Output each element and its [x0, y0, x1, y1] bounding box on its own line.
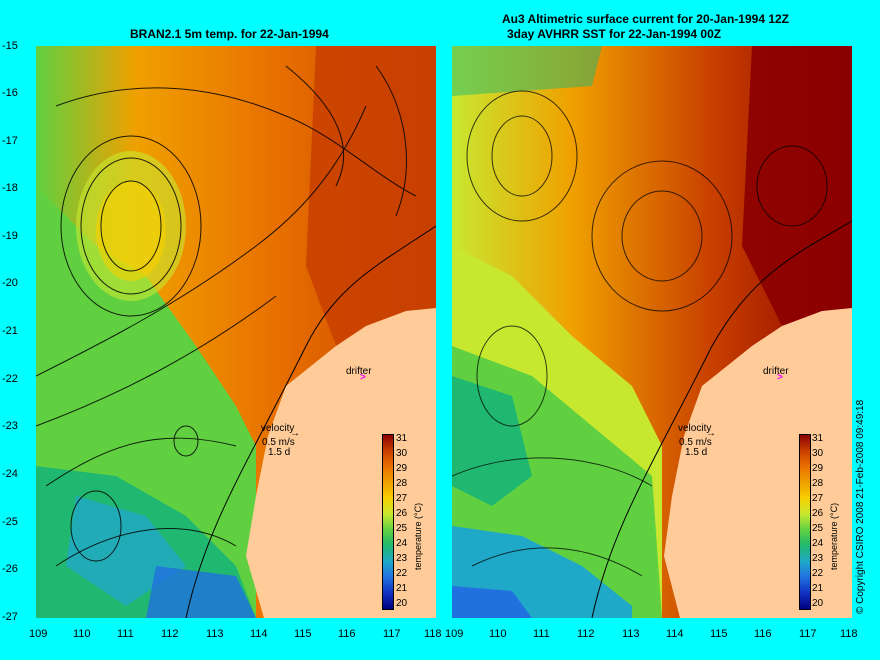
current-vectors: [36, 65, 417, 567]
x-tick: 114: [666, 628, 684, 640]
velocity-arrow: →: [706, 428, 716, 439]
right-map-panel: [452, 46, 852, 618]
colorbar-tick: 24: [812, 538, 824, 549]
x-tick: 115: [294, 628, 312, 640]
x-tick: 110: [73, 628, 91, 640]
y-tick: -21: [2, 325, 18, 337]
colorbar-tick: 28: [396, 478, 408, 489]
colorbar-tick: 24: [396, 538, 408, 549]
velocity-scale: 0.5 m/s: [679, 437, 712, 448]
y-tick: -26: [2, 563, 18, 575]
velocity-arrow: →: [290, 428, 300, 439]
current-vectors: [452, 90, 828, 577]
y-tick: -15: [2, 40, 18, 52]
colorbar-tick: 27: [812, 493, 824, 504]
velocity-duration: 1.5 d: [268, 447, 291, 458]
y-tick: -17: [2, 135, 18, 147]
x-tick: 112: [577, 628, 595, 640]
right-panel-title-line1: Au3 Altimetric surface current for 20-Ja…: [502, 12, 789, 26]
velocity-scale: 0.5 m/s: [262, 437, 295, 448]
left-panel-title: BRAN2.1 5m temp. for 22-Jan-1994: [130, 27, 329, 41]
x-tick: 111: [533, 628, 550, 640]
velocity-duration: 1.5 d: [685, 447, 708, 458]
y-tick: -19: [2, 230, 18, 242]
copyright-notice: © Copyright CSIRO 2008 21-Feb-2008 09:49…: [855, 399, 866, 614]
y-tick: -23: [2, 420, 18, 432]
drifter-marker: >: [777, 372, 783, 383]
x-tick: 115: [710, 628, 728, 640]
x-tick: 114: [250, 628, 268, 640]
x-tick: 109: [445, 628, 464, 640]
velocity-label: velocity: [678, 423, 712, 434]
y-tick: -16: [2, 87, 18, 99]
velocity-label: velocity: [261, 423, 295, 434]
depth-contour: [185, 225, 436, 618]
left-map-panel: [36, 46, 436, 618]
x-tick: 110: [489, 628, 507, 640]
colorbar-tick: 30: [396, 448, 408, 459]
right-colorbar: [799, 434, 811, 610]
drifter-label: drifter: [763, 366, 789, 377]
right-panel-title-line2: 3day AVHRR SST for 22-Jan-1994 00Z: [507, 27, 722, 41]
colorbar-title: temperature (°C): [413, 502, 423, 570]
left-colorbar: [382, 434, 394, 610]
colorbar-tick: 20: [396, 598, 408, 609]
y-tick: -20: [2, 277, 18, 289]
colorbar-tick: 26: [812, 508, 824, 519]
colorbar-tick: 22: [396, 568, 408, 579]
x-tick: 111: [117, 628, 134, 640]
colorbar-tick: 22: [812, 568, 824, 579]
colorbar-tick: 30: [812, 448, 824, 459]
colorbar-tick: 21: [812, 583, 824, 594]
x-tick: 116: [338, 628, 356, 640]
colorbar-tick: 20: [812, 598, 824, 609]
y-tick: -25: [2, 516, 18, 528]
colorbar-tick: 25: [396, 523, 408, 534]
right-sst-map: [452, 46, 852, 618]
x-tick: 118: [840, 628, 858, 640]
colorbar-tick: 25: [812, 523, 824, 534]
drifter-marker: >: [360, 372, 366, 383]
colorbar-tick: 28: [812, 478, 824, 489]
drifter-label: drifter: [346, 366, 372, 377]
depth-contour: [591, 220, 852, 618]
colorbar-tick: 29: [396, 463, 408, 474]
left-temperature-map: [36, 46, 436, 618]
colorbar-title: temperature (°C): [829, 502, 839, 570]
colorbar-tick: 29: [812, 463, 824, 474]
colorbar-tick: 31: [812, 433, 824, 444]
colorbar-tick: 23: [812, 553, 824, 564]
y-tick: -22: [2, 373, 18, 385]
x-tick: 116: [754, 628, 772, 640]
colorbar-tick: 27: [396, 493, 408, 504]
x-tick: 109: [29, 628, 48, 640]
x-tick: 118: [424, 628, 442, 640]
colorbar-tick: 26: [396, 508, 408, 519]
colorbar-tick: 23: [396, 553, 408, 564]
x-tick: 117: [383, 628, 401, 640]
colorbar-tick: 31: [396, 433, 408, 444]
y-tick: -24: [2, 468, 18, 480]
x-tick: 113: [206, 628, 224, 640]
y-tick: -18: [2, 182, 18, 194]
x-tick: 112: [161, 628, 179, 640]
y-tick: -27: [2, 611, 18, 623]
x-tick: 113: [622, 628, 640, 640]
x-tick: 117: [799, 628, 817, 640]
colorbar-tick: 21: [396, 583, 408, 594]
